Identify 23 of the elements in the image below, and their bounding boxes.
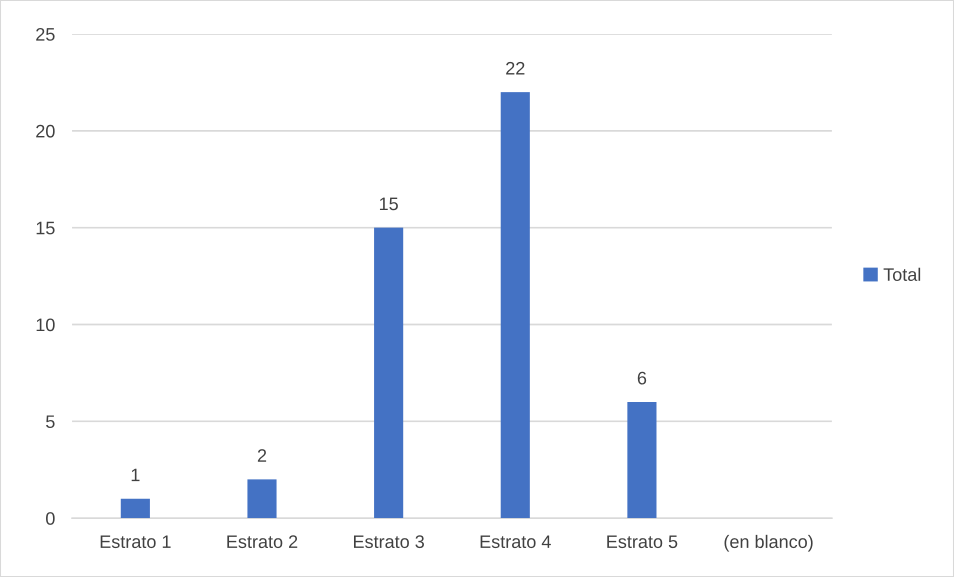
data-label: 6 bbox=[638, 372, 646, 385]
data-label: 22 bbox=[506, 62, 524, 74]
x-tick-label: Estrato 2 bbox=[227, 535, 298, 548]
bar bbox=[374, 228, 404, 518]
x-tick-label: (en blanco) bbox=[724, 534, 813, 552]
data-label: 2 bbox=[258, 449, 266, 462]
bar bbox=[247, 479, 277, 518]
x-tick-label: Estrato 1 bbox=[100, 535, 171, 548]
data-label: 15 bbox=[380, 198, 398, 210]
legend-label: Total bbox=[884, 268, 920, 281]
x-tick-label: Estrato 4 bbox=[480, 535, 551, 548]
bar bbox=[120, 498, 150, 518]
y-tick-label: 15 bbox=[36, 222, 55, 234]
y-tick-label: 0 bbox=[46, 512, 55, 525]
bar bbox=[627, 402, 656, 518]
bar bbox=[500, 92, 530, 518]
x-tick-label: Estrato 3 bbox=[354, 535, 424, 548]
x-tick-label: Estrato 5 bbox=[607, 535, 678, 548]
data-label: 1 bbox=[132, 468, 140, 482]
y-tick-label: 20 bbox=[36, 124, 55, 138]
y-tick-label: 10 bbox=[36, 318, 55, 332]
y-tick-label: 25 bbox=[36, 28, 55, 41]
y-tick-label: 5 bbox=[46, 415, 55, 428]
